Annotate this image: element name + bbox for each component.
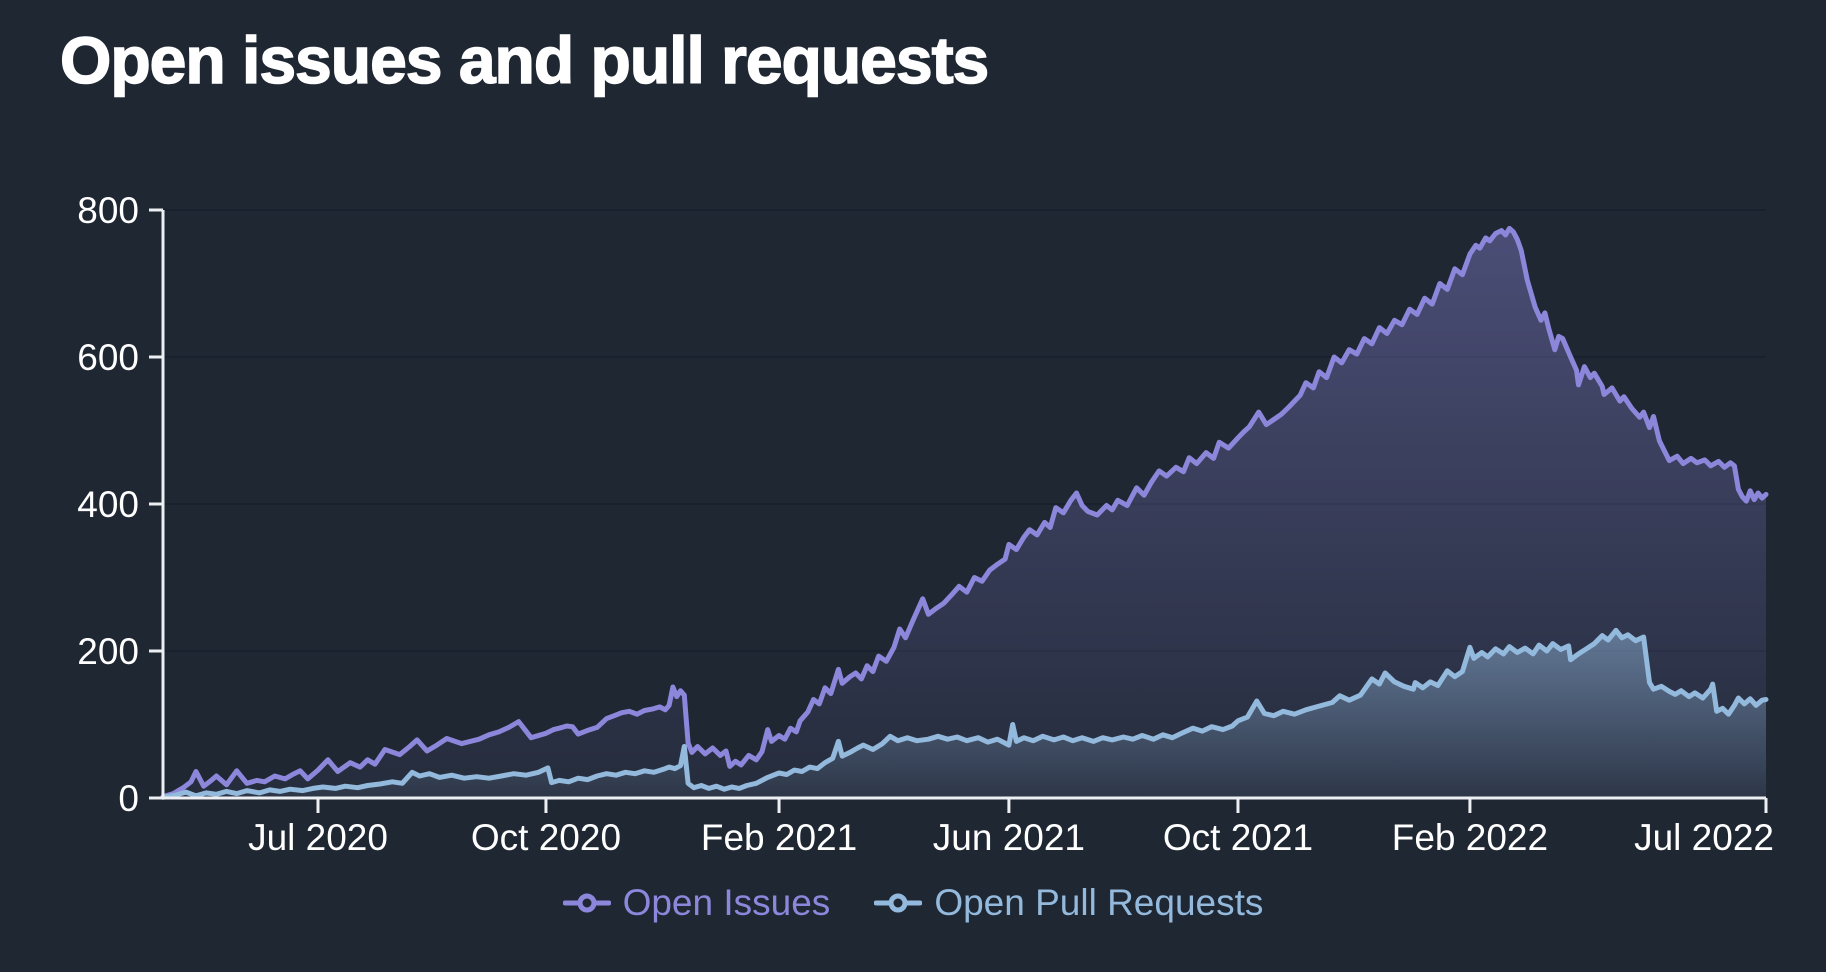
legend-item-open-issues[interactable]: Open Issues <box>562 882 831 924</box>
x-axis-label: Feb 2021 <box>701 817 857 858</box>
open-issues-line <box>160 225 1769 799</box>
open-pull-requests-line <box>160 627 1769 800</box>
x-axis-label: Oct 2021 <box>1163 817 1313 858</box>
y-axis-label: 200 <box>77 631 139 672</box>
page-title: Open issues and pull requests <box>59 22 990 98</box>
x-axis-label: Feb 2022 <box>1392 817 1548 858</box>
open-issues-area <box>163 228 1766 798</box>
legend: Open Issues Open Pull Requests <box>0 882 1826 924</box>
open-pull-requests-legend-marker <box>874 893 923 913</box>
open-pull-requests-area <box>163 630 1766 798</box>
x-axis-label: Jun 2021 <box>933 817 1085 858</box>
x-axis-label: Oct 2020 <box>471 817 621 858</box>
x-axis-label: Jul 2020 <box>248 817 388 858</box>
y-axis-label: 400 <box>77 484 139 525</box>
y-axis-label: 600 <box>77 337 139 378</box>
open-issues-legend-marker <box>562 893 611 913</box>
x-axis-label: Jul 2022 <box>1634 817 1774 858</box>
y-axis-label: 0 <box>118 778 139 819</box>
legend-item-open-pull-requests[interactable]: Open Pull Requests <box>874 882 1263 924</box>
y-axis-label: 800 <box>77 190 139 231</box>
legend-label-open-pull-requests: Open Pull Requests <box>934 882 1264 923</box>
legend-label-open-issues: Open Issues <box>622 882 831 923</box>
